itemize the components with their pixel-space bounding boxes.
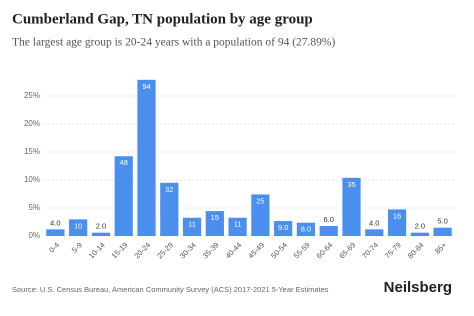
bar: [387, 209, 407, 236]
x-tick-label: 20-24: [132, 240, 152, 260]
source: Source: U.S. Census Bureau, American Com…: [12, 285, 329, 294]
bar: [433, 227, 452, 236]
data-label: 32: [165, 185, 173, 194]
bar: [91, 232, 111, 236]
bar: [137, 79, 156, 236]
bar: [251, 194, 270, 236]
x-tick-label: 85+: [433, 240, 449, 256]
bar: [46, 229, 65, 236]
chart-subtitle: The largest age group is 20-24 years wit…: [12, 37, 335, 49]
data-label: 35: [347, 180, 355, 189]
x-tick-label: 45-49: [246, 240, 266, 260]
bar: [182, 217, 202, 236]
data-label: 11: [188, 220, 196, 229]
x-tick-label: 50-54: [269, 240, 289, 260]
bar: [160, 182, 179, 236]
data-label: 15: [211, 213, 219, 222]
data-label: 94: [142, 82, 150, 91]
y-tick-label: 20%: [24, 119, 40, 128]
x-tick-label: 35-39: [201, 240, 221, 260]
x-tick-label: 40-44: [223, 240, 243, 260]
data-label: 4.0: [369, 218, 379, 227]
bar: [365, 229, 384, 236]
data-label: 6.0: [324, 215, 334, 224]
brand: Neilsberg: [384, 279, 452, 296]
bar: [319, 226, 338, 236]
data-label: 2.0: [415, 222, 425, 231]
x-tick-label: 30-34: [178, 240, 198, 260]
bar: [296, 222, 316, 236]
data-label: 4.0: [50, 218, 60, 227]
x-tick-label: 65-69: [337, 240, 357, 260]
chart-title: Cumberland Gap, TN population by age gro…: [12, 11, 313, 27]
x-tick-label: 55-59: [292, 240, 312, 260]
y-tick-label: 10%: [24, 175, 40, 184]
data-label: 48: [120, 158, 128, 167]
x-tick-label: 70-74: [360, 240, 380, 260]
bar: [69, 219, 88, 236]
data-label: 25: [256, 196, 264, 205]
data-label: 16: [393, 211, 401, 220]
data-label: 8.0: [301, 225, 311, 234]
x-tick-label: 25-29: [155, 240, 175, 260]
data-label: 5.0: [437, 217, 447, 226]
bar: [410, 232, 429, 236]
data-label: 11: [234, 220, 242, 229]
x-tick-label: 60-64: [315, 240, 335, 260]
bar: [228, 217, 247, 236]
bar: [274, 221, 293, 236]
bar: [205, 211, 224, 236]
data-label: 9.0: [278, 223, 288, 232]
x-tick-label: 15-19: [110, 240, 130, 260]
x-tick-label: 0-4: [47, 240, 61, 254]
x-tick-label: 5-9: [70, 240, 84, 254]
y-tick-label: 5%: [28, 203, 40, 212]
y-tick-label: 15%: [24, 147, 40, 156]
data-label: 10: [74, 221, 82, 230]
bar: [342, 177, 361, 236]
data-label: 2.0: [96, 222, 106, 231]
y-tick-label: 0%: [28, 231, 40, 240]
x-tick-label: 80-84: [406, 240, 426, 260]
bar: [114, 156, 133, 236]
y-tick-label: 25%: [24, 91, 40, 100]
x-tick-label: 10-14: [87, 240, 107, 260]
x-tick-label: 75-79: [383, 240, 403, 260]
